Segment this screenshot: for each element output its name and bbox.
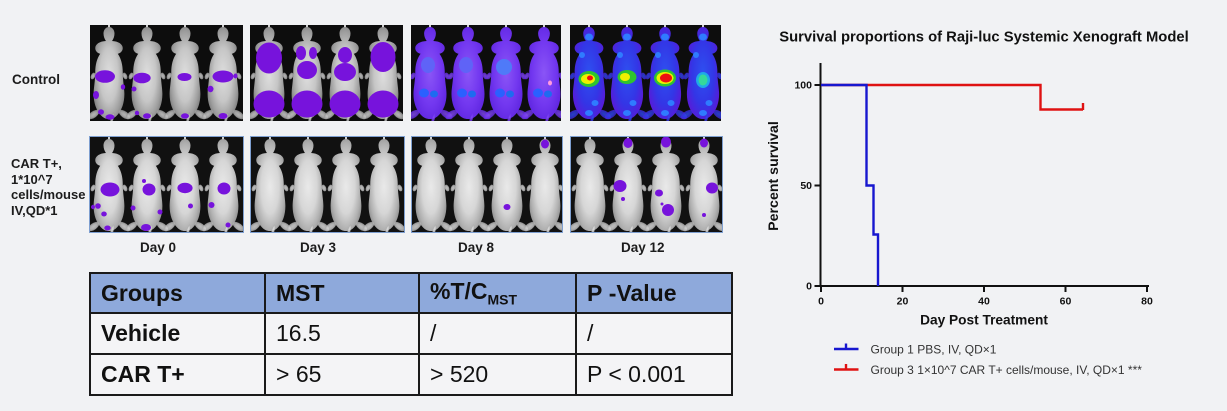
svg-text:40: 40 (978, 296, 990, 308)
svg-text:Day Post Treatment: Day Post Treatment (920, 313, 1048, 328)
svg-text:50: 50 (800, 180, 812, 192)
svg-text:80: 80 (1141, 296, 1153, 308)
svg-text:Group 1 PBS, IV, QD×1: Group 1 PBS, IV, QD×1 (871, 343, 997, 357)
svg-text:60: 60 (1060, 296, 1072, 308)
svg-text:Group 3 1×10^7 CAR T+ cells/mo: Group 3 1×10^7 CAR T+ cells/mouse, IV, Q… (871, 363, 1143, 377)
svg-text:20: 20 (897, 296, 909, 308)
svg-text:0: 0 (818, 296, 824, 308)
svg-text:Percent survival: Percent survival (766, 121, 782, 231)
svg-text:100: 100 (794, 80, 812, 92)
svg-text:0: 0 (806, 281, 812, 293)
svg-text:Survival proportions of Raji-l: Survival proportions of Raji-luc Systemi… (779, 30, 1188, 46)
